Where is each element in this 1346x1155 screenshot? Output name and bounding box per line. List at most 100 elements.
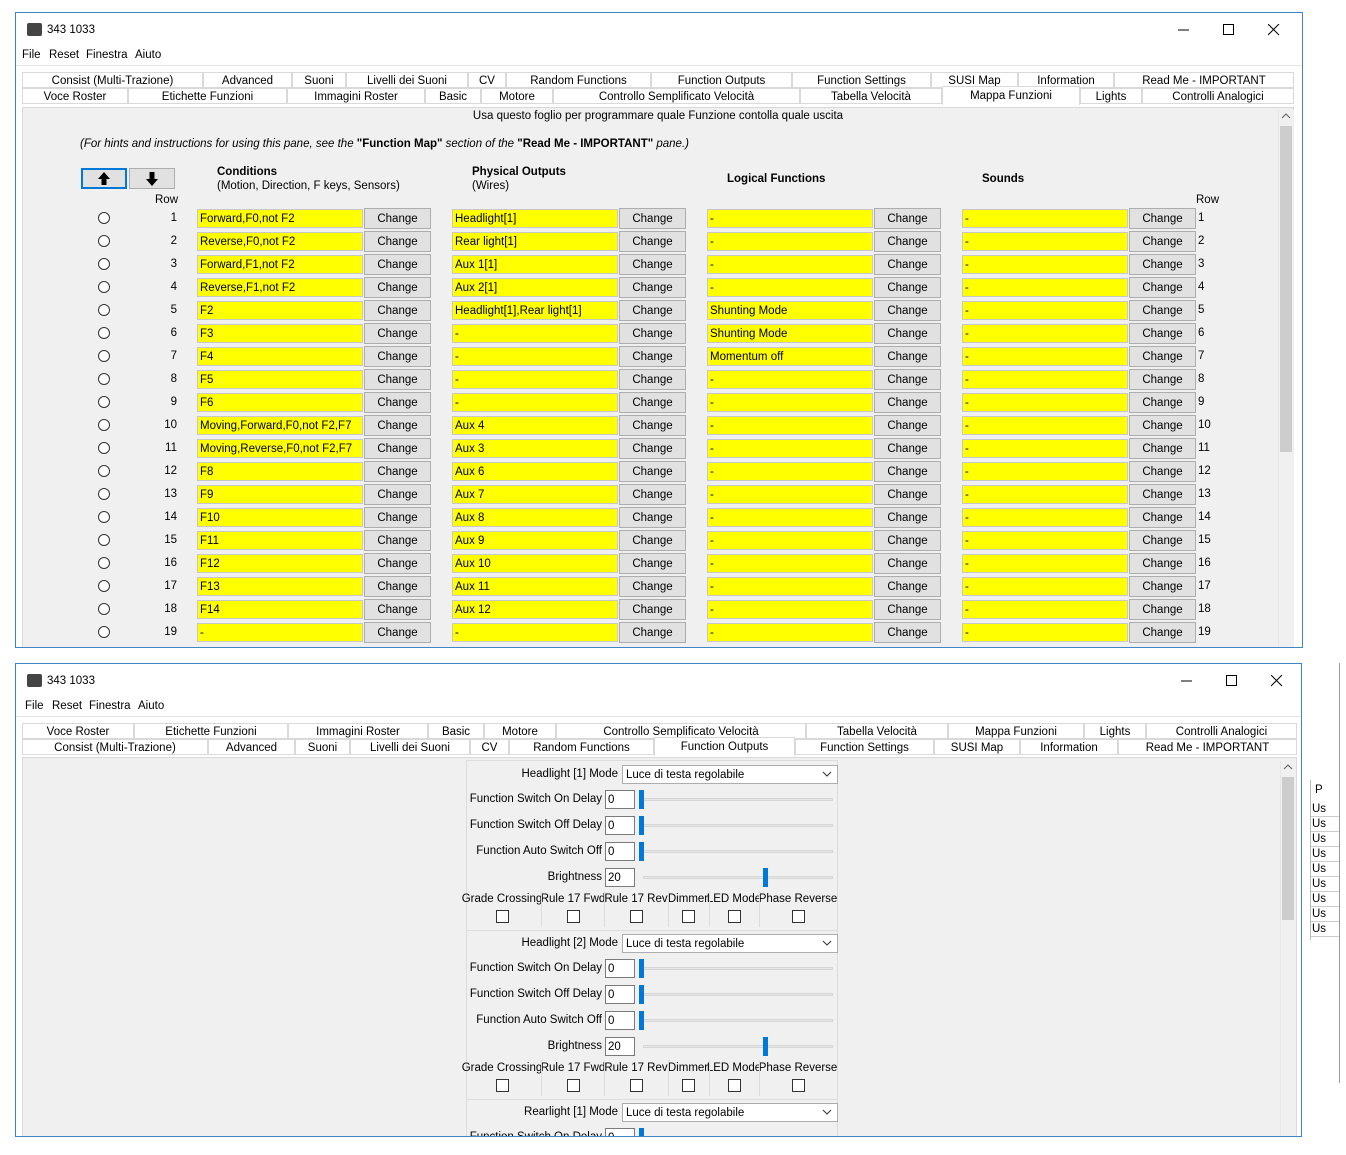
tab[interactable]: Function Outputs [651, 72, 792, 88]
change-button[interactable]: Change [874, 576, 941, 597]
change-button[interactable]: Change [1129, 392, 1196, 413]
tab[interactable]: Suoni [292, 72, 346, 88]
field-input[interactable]: 0 [605, 842, 635, 861]
change-button[interactable]: Change [1129, 208, 1196, 229]
tab[interactable]: Etichette Funzioni [128, 88, 287, 104]
tab[interactable]: Consist (Multi-Trazione) [22, 739, 208, 755]
change-button[interactable]: Change [874, 300, 941, 321]
change-button[interactable]: Change [364, 553, 431, 574]
menu-item[interactable]: Aiuto [135, 49, 162, 61]
change-button[interactable]: Change [364, 231, 431, 252]
tab[interactable]: SUSI Map [934, 739, 1020, 755]
change-button[interactable]: Change [1129, 277, 1196, 298]
field-input[interactable]: 0 [605, 790, 635, 809]
change-button[interactable]: Change [364, 346, 431, 367]
change-button[interactable]: Change [619, 599, 686, 620]
mode-select[interactable]: Luce di testa regolabile [622, 934, 838, 953]
tab[interactable]: Basic [425, 88, 481, 104]
row-radio[interactable] [97, 234, 111, 248]
move-up-button[interactable] [81, 168, 127, 189]
tab[interactable]: Mappa Funzioni [948, 723, 1084, 739]
change-button[interactable]: Change [874, 208, 941, 229]
change-button[interactable]: Change [874, 323, 941, 344]
change-button[interactable]: Change [619, 530, 686, 551]
option-checkbox[interactable] [567, 910, 580, 923]
tab[interactable]: Voce Roster [22, 723, 134, 739]
change-button[interactable]: Change [1129, 323, 1196, 344]
option-checkbox[interactable] [682, 1079, 695, 1092]
change-button[interactable]: Change [1129, 254, 1196, 275]
change-button[interactable]: Change [364, 254, 431, 275]
row-radio[interactable] [97, 211, 111, 225]
field-input[interactable]: 20 [605, 868, 635, 887]
change-button[interactable]: Change [619, 369, 686, 390]
maximize-button[interactable] [1223, 24, 1235, 36]
change-button[interactable]: Change [619, 484, 686, 505]
slider-track[interactable] [643, 824, 833, 827]
change-button[interactable]: Change [874, 231, 941, 252]
change-button[interactable]: Change [364, 415, 431, 436]
tab[interactable]: Read Me - IMPORTANT [1118, 739, 1297, 755]
change-button[interactable]: Change [619, 553, 686, 574]
tab[interactable]: Voce Roster [22, 88, 128, 104]
change-button[interactable]: Change [364, 484, 431, 505]
row-radio[interactable] [97, 441, 111, 455]
change-button[interactable]: Change [874, 484, 941, 505]
tab[interactable]: Livelli dei Suoni [350, 739, 470, 755]
tab[interactable]: Random Functions [506, 72, 651, 88]
row-radio[interactable] [97, 257, 111, 271]
change-button[interactable]: Change [1129, 438, 1196, 459]
change-button[interactable]: Change [874, 415, 941, 436]
row-radio[interactable] [97, 510, 111, 524]
row-radio[interactable] [97, 395, 111, 409]
tab-selected[interactable]: Mappa Funzioni [942, 86, 1080, 105]
change-button[interactable]: Change [1129, 369, 1196, 390]
change-button[interactable]: Change [874, 622, 941, 643]
change-button[interactable]: Change [364, 392, 431, 413]
menu-item[interactable]: Finestra [89, 700, 131, 712]
slider-track[interactable] [643, 1019, 833, 1022]
change-button[interactable]: Change [1129, 484, 1196, 505]
tab[interactable]: Lights [1080, 88, 1142, 104]
change-button[interactable]: Change [619, 576, 686, 597]
slider-track[interactable] [643, 798, 833, 801]
option-checkbox[interactable] [630, 1079, 643, 1092]
change-button[interactable]: Change [874, 369, 941, 390]
change-button[interactable]: Change [619, 392, 686, 413]
slider-track[interactable] [643, 1045, 833, 1048]
change-button[interactable]: Change [1129, 530, 1196, 551]
field-input[interactable]: 0 [605, 816, 635, 835]
change-button[interactable]: Change [364, 438, 431, 459]
menu-item[interactable]: File [25, 700, 44, 712]
change-button[interactable]: Change [1129, 415, 1196, 436]
tab[interactable]: Advanced [208, 739, 295, 755]
scroll-up[interactable] [1281, 112, 1291, 120]
change-button[interactable]: Change [1129, 507, 1196, 528]
mode-select[interactable]: Luce di testa regolabile [622, 1103, 838, 1122]
tab[interactable]: CV [468, 72, 506, 88]
slider-thumb[interactable] [639, 959, 644, 978]
field-input[interactable]: 0 [605, 1011, 635, 1030]
change-button[interactable]: Change [874, 530, 941, 551]
slider-thumb[interactable] [639, 816, 644, 835]
option-checkbox[interactable] [728, 910, 741, 923]
tab[interactable]: Controlli Analogici [1142, 88, 1294, 104]
tab[interactable]: Read Me - IMPORTANT [1114, 72, 1294, 88]
field-input[interactable]: 0 [605, 959, 635, 978]
option-checkbox[interactable] [630, 910, 643, 923]
minimize-button[interactable] [1178, 24, 1190, 36]
close-button[interactable] [1267, 23, 1280, 36]
change-button[interactable]: Change [619, 622, 686, 643]
tab[interactable]: Function Settings [792, 72, 931, 88]
tab[interactable]: Controllo Semplificato Velocità [556, 723, 806, 739]
tab[interactable]: Livelli dei Suoni [346, 72, 468, 88]
change-button[interactable]: Change [364, 507, 431, 528]
slider-thumb[interactable] [639, 790, 644, 809]
change-button[interactable]: Change [364, 277, 431, 298]
row-radio[interactable] [97, 280, 111, 294]
change-button[interactable]: Change [364, 622, 431, 643]
change-button[interactable]: Change [619, 346, 686, 367]
change-button[interactable]: Change [1129, 599, 1196, 620]
change-button[interactable]: Change [874, 277, 941, 298]
tab[interactable]: Suoni [295, 739, 350, 755]
